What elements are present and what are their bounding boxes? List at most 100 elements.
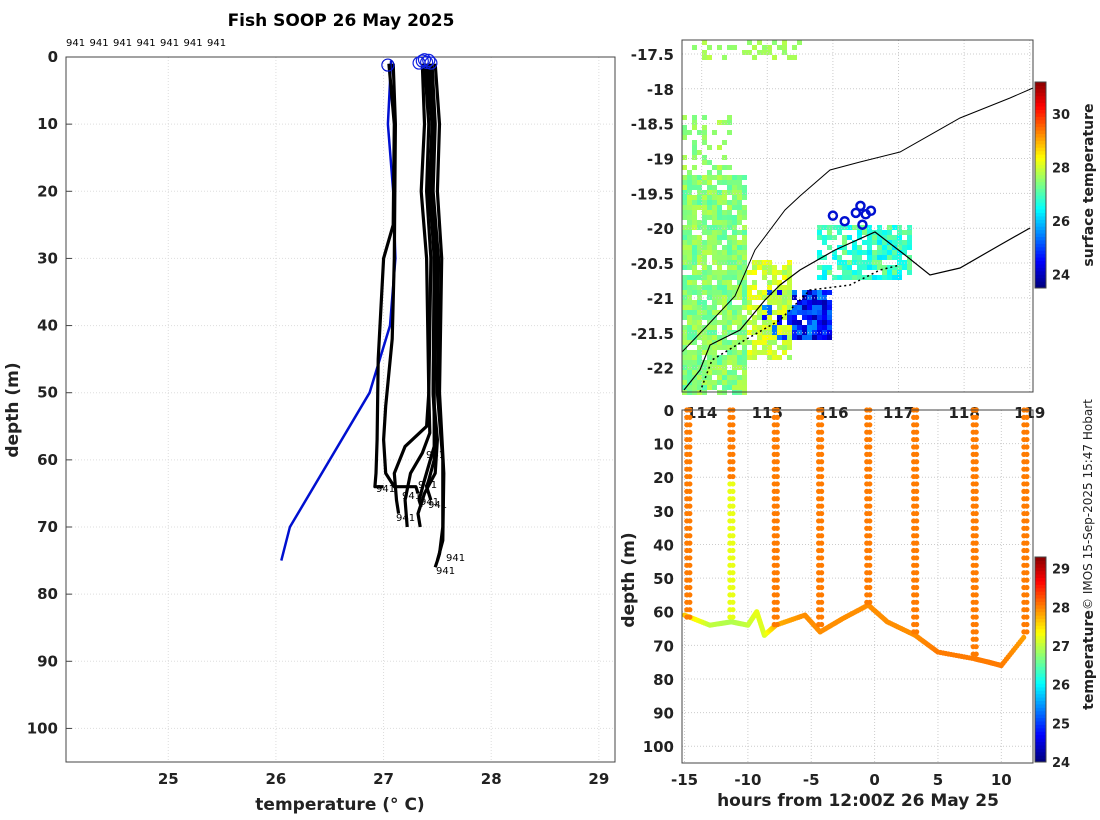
top-label: 941: [113, 38, 132, 49]
sst-cell: [782, 310, 787, 315]
sst-cell: [807, 330, 812, 335]
sst-cell: [787, 280, 792, 285]
sst-cell: [792, 335, 797, 340]
ts-colorbar-swatch: [1035, 611, 1046, 616]
sst-cell: [702, 160, 707, 165]
sst-cell: [822, 295, 827, 300]
sst-cell: [877, 255, 882, 260]
sst-cell: [732, 290, 737, 295]
sst-cell: [782, 45, 787, 50]
sst-cell: [827, 310, 832, 315]
ts-y-tick-label: 30: [653, 503, 674, 521]
sst-cell: [692, 245, 697, 250]
sst-cell: [817, 300, 822, 305]
sst-cell: [702, 230, 707, 235]
ts-dot: [684, 547, 690, 554]
ts-dot: [771, 503, 777, 509]
sst-cell: [822, 325, 827, 330]
ts-dot: [816, 592, 822, 598]
sst-cell: [732, 295, 737, 300]
sst-cell: [802, 310, 807, 315]
sst-cell: [737, 310, 742, 315]
sst-cell: [682, 155, 687, 160]
sst-cell: [892, 240, 897, 245]
sst-cell: [687, 185, 692, 190]
colorbar-swatch: [1035, 171, 1046, 176]
ts-x-axis-label: hours from 12:00Z 26 May 25: [717, 791, 999, 811]
sst-cell: [807, 315, 812, 320]
station-marker: [857, 219, 868, 230]
sst-cell: [752, 325, 757, 330]
ts-dot: [816, 607, 822, 613]
sst-cell: [687, 320, 692, 325]
sst-cell: [722, 345, 727, 350]
ts-dot: [771, 436, 777, 443]
sst-cell: [872, 275, 877, 280]
sst-cell: [877, 230, 882, 235]
sst-cell: [692, 155, 697, 160]
ts-dot: [970, 525, 976, 531]
ts-colorbar-swatch: [1035, 604, 1046, 609]
ts-dot: [684, 466, 690, 472]
ts-colorbar-swatch: [1035, 591, 1046, 596]
sst-cell: [707, 270, 712, 275]
sst-cell: [687, 265, 692, 270]
sst-cell: [692, 340, 697, 345]
sst-cell: [687, 215, 692, 220]
colorbar-swatch: [1035, 250, 1046, 255]
sst-cell: [787, 260, 792, 265]
y-tick-label: 30: [37, 249, 58, 267]
sst-cell: [737, 285, 742, 290]
sst-cell: [737, 185, 742, 190]
sst-cell: [732, 230, 737, 235]
sst-cell: [737, 195, 742, 200]
sst-cell: [707, 265, 712, 270]
ts-dot: [771, 481, 777, 487]
ts-dot: [970, 614, 976, 620]
sst-cell: [702, 200, 707, 205]
sst-cell: [707, 310, 712, 315]
ts-y-tick-label: 0: [664, 402, 674, 420]
ts-dot: [771, 444, 777, 450]
sst-cell: [762, 310, 767, 315]
sst-cell: [772, 270, 777, 275]
sst-cell: [827, 225, 832, 230]
sst-cell: [827, 290, 832, 295]
sst-cell: [887, 250, 892, 255]
sst-cell: [697, 375, 702, 380]
ts-dot: [1021, 518, 1027, 524]
x-axis-label: temperature (° C): [255, 795, 424, 815]
sst-cell: [692, 260, 697, 265]
sst-cell: [887, 245, 892, 250]
sst-cell: [767, 260, 772, 265]
ts-dot: [684, 584, 690, 591]
sst-cell: [697, 380, 702, 385]
ts-colorbar-swatch: [1035, 625, 1046, 630]
sst-cell: [742, 265, 747, 270]
ts-dot: [816, 584, 822, 591]
sst-cell: [687, 290, 692, 295]
ts-dot: [684, 510, 690, 517]
sst-cell: [722, 280, 727, 285]
sst-cell: [702, 50, 707, 55]
sst-cell: [842, 250, 847, 255]
end-label: 941: [426, 450, 445, 461]
sst-cell: [822, 320, 827, 325]
sst-cell: [762, 345, 767, 350]
ts-dot: [1021, 592, 1027, 598]
sst-cell: [802, 295, 807, 300]
sst-cell: [682, 255, 687, 260]
sst-cell: [722, 210, 727, 215]
ts-dot: [911, 599, 917, 605]
sst-cell: [872, 235, 877, 240]
sst-cell: [742, 245, 747, 250]
sst-cell: [727, 330, 732, 335]
ts-colorbar-swatch: [1035, 621, 1046, 626]
ts-colorbar-swatch: [1035, 748, 1046, 753]
ts-dot: [816, 525, 822, 531]
sst-cell: [682, 205, 687, 210]
sst-cell: [692, 225, 697, 230]
x-tick-label: 29: [588, 770, 609, 788]
